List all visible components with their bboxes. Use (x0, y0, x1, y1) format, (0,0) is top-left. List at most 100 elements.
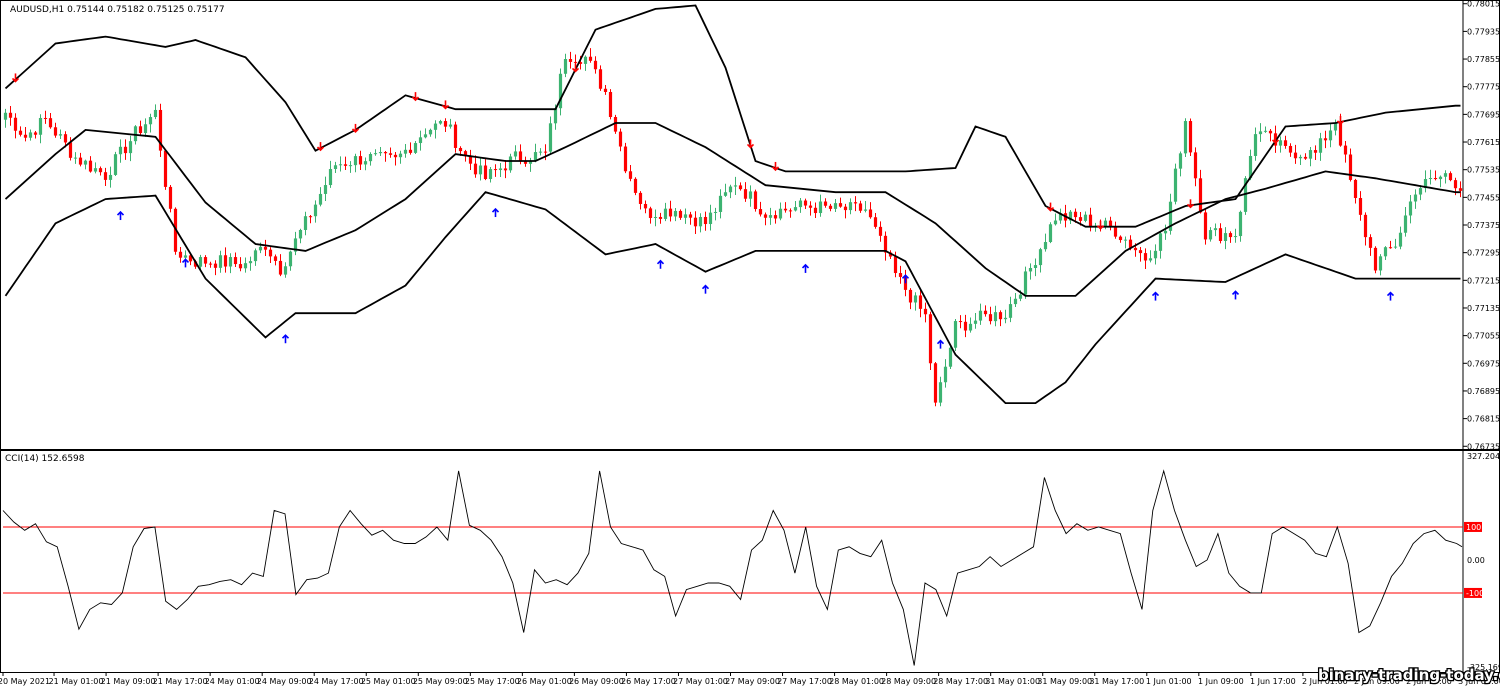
candle-body (588, 56, 593, 61)
candle-body (1008, 304, 1013, 318)
candle-body (378, 152, 383, 154)
candle-body (943, 366, 948, 383)
candle (1203, 208, 1208, 245)
candle-body (1108, 220, 1113, 228)
candle (833, 199, 838, 212)
candle-body (763, 214, 768, 218)
candle (973, 313, 978, 329)
candle-body (978, 310, 983, 321)
candle (248, 256, 253, 271)
candle (298, 228, 303, 244)
candle-body (848, 202, 853, 211)
candle-body (583, 56, 588, 64)
candle (243, 257, 248, 273)
candle (203, 255, 208, 268)
candle-body (253, 250, 258, 262)
candle-body (358, 156, 363, 165)
time-tick-label: 20 May 2021 (0, 677, 50, 686)
sell-arrow-head (441, 104, 450, 110)
candle (1248, 149, 1253, 181)
candle (1143, 248, 1148, 269)
candle-body (1283, 140, 1288, 146)
sell-arrow-icon (411, 92, 420, 102)
time-tick-label: 2 Jun 01:00 (1302, 677, 1348, 686)
candle (783, 202, 788, 213)
candle-body (893, 256, 898, 274)
candle-body (628, 171, 633, 179)
candle (758, 201, 763, 217)
candle-body (1348, 154, 1353, 180)
candle (958, 315, 963, 329)
candle-body (663, 208, 668, 219)
candle-body (1323, 138, 1328, 141)
candle-body (448, 124, 453, 127)
candle (543, 144, 548, 161)
candle (1398, 226, 1403, 250)
candle-body (853, 202, 858, 204)
candle-body (1158, 233, 1163, 251)
candle-body (1078, 217, 1083, 221)
candle-body (1168, 201, 1173, 231)
time-tick-label: 21 May 01:00 (49, 677, 104, 686)
candle-body (1253, 134, 1258, 156)
time-tick-label: 21 May 09:00 (101, 677, 156, 686)
candle-body (1058, 213, 1063, 221)
time-tick-label: 21 May 17:00 (153, 677, 208, 686)
candle-body (1268, 130, 1273, 134)
candle-body (353, 156, 358, 166)
candle (1023, 266, 1028, 299)
candle-body (83, 160, 88, 165)
candle-body (1288, 145, 1293, 153)
signal-arrows (11, 63, 1395, 349)
candle (228, 253, 233, 274)
candle (403, 143, 408, 158)
candle-body (408, 149, 413, 153)
candle-body (1433, 177, 1438, 180)
sell-arrow-head (351, 128, 360, 134)
candle (1373, 246, 1378, 274)
candle (408, 142, 413, 155)
candle-body (188, 255, 193, 262)
candle (213, 260, 218, 276)
candle (473, 155, 478, 178)
candle (538, 148, 543, 156)
candle-body (1138, 250, 1143, 254)
candle-body (473, 163, 478, 175)
candle (878, 221, 883, 242)
candle-body (983, 310, 988, 315)
price-tick-label: 0.77455 (1467, 193, 1500, 202)
candle (168, 184, 173, 213)
candle-body (833, 203, 838, 209)
candle-body (248, 261, 253, 264)
buy-arrow-head (901, 274, 910, 279)
candle (638, 191, 643, 210)
candle-body (1123, 239, 1128, 241)
candle-body (673, 210, 678, 217)
candle (363, 157, 368, 171)
candle-body (688, 214, 693, 218)
candle (508, 153, 513, 173)
candle-body (913, 295, 918, 303)
candle-body (1088, 214, 1093, 227)
candle (143, 118, 148, 137)
candle-body (413, 143, 418, 153)
candle-body (658, 216, 663, 219)
candle (1263, 126, 1268, 133)
candle-body (73, 157, 78, 159)
candle-body (558, 73, 563, 109)
candle-body (398, 153, 403, 158)
candle (1443, 170, 1448, 184)
buy-arrow-head (936, 339, 945, 345)
candle (608, 89, 613, 120)
candle (1043, 233, 1048, 252)
candle-body (168, 186, 173, 209)
candle (188, 253, 193, 266)
candle (1418, 185, 1423, 201)
candle-body (33, 132, 38, 135)
candle-body (518, 151, 523, 161)
candle-body (513, 151, 518, 157)
candle-body (863, 209, 868, 211)
candle-body (318, 193, 323, 205)
